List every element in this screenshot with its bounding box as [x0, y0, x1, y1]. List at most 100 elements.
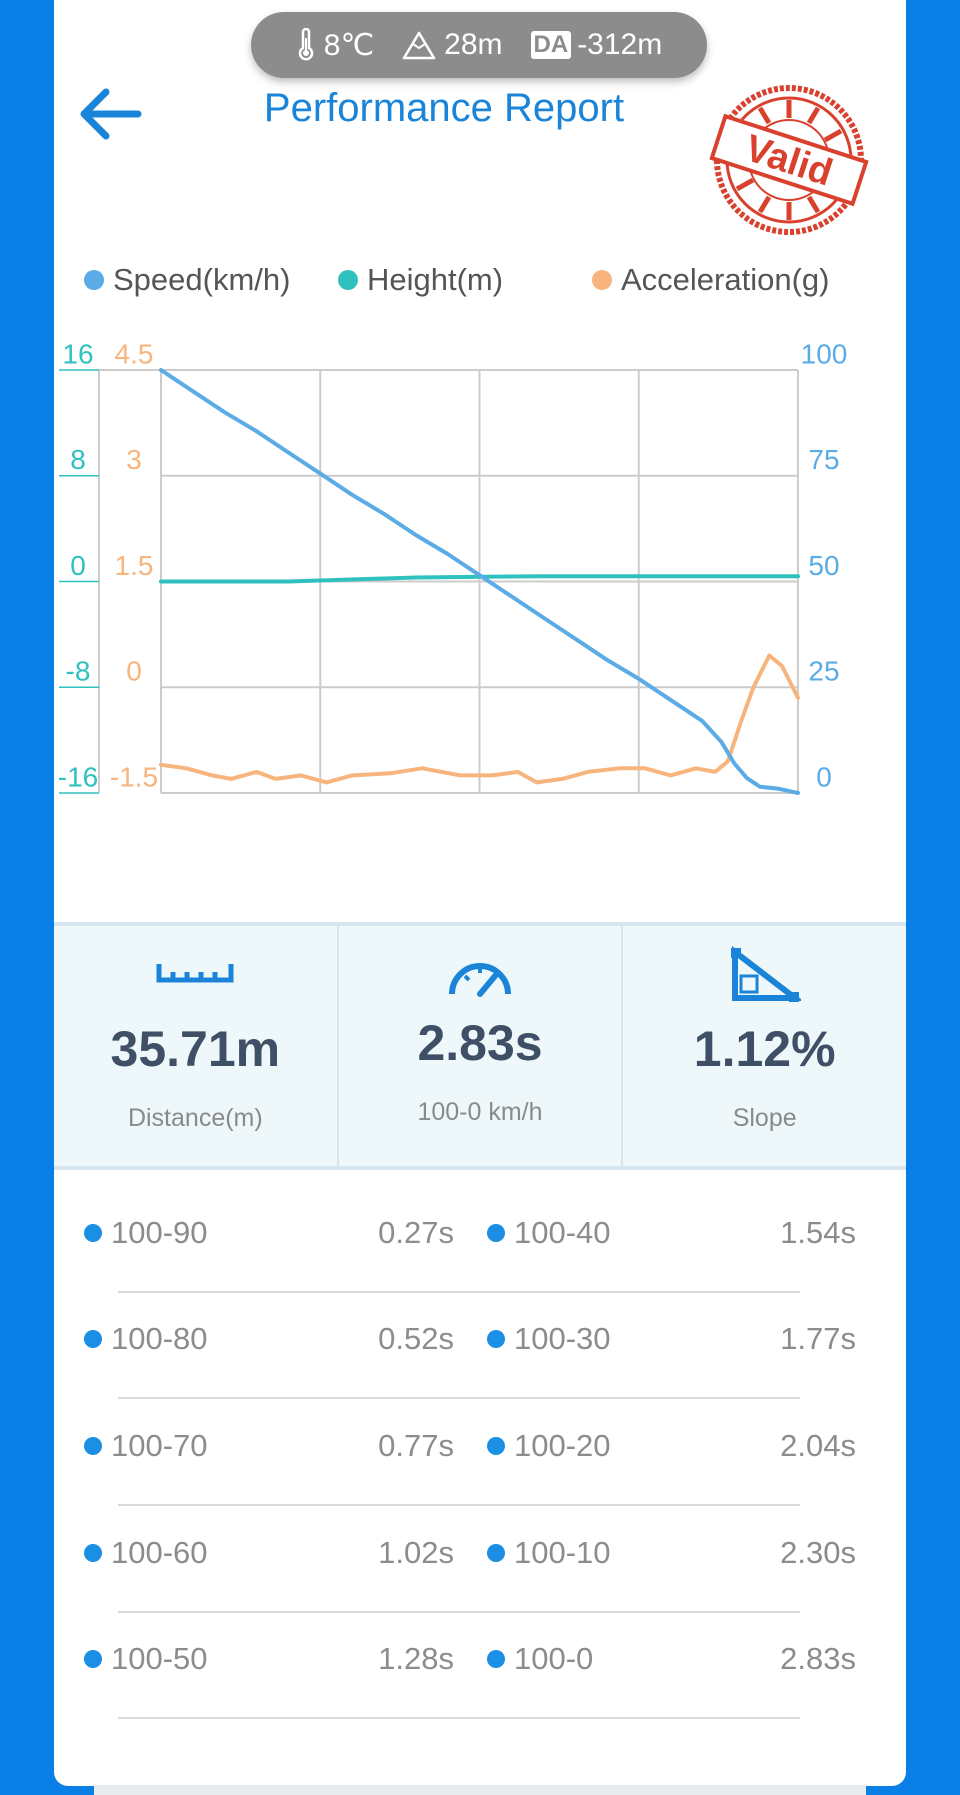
- report-card: 8℃ 28m DA -312m Performance Report: [54, 0, 906, 1786]
- split-left-label: 100-60: [111, 1535, 208, 1570]
- slope-value: 1.12%: [693, 1021, 836, 1077]
- list-item: 100-70 0.77s 100-20 2.04s: [54, 1400, 906, 1506]
- bullet-dot-icon: [84, 1544, 102, 1562]
- height-tick-label: 16: [62, 338, 93, 369]
- bullet-dot-icon: [84, 1650, 102, 1668]
- temperature-value: 8℃: [323, 28, 375, 62]
- bullet-dot-icon: [487, 1650, 505, 1668]
- stats-panel: 35.71m Distance(m) 2.83s 100-0 km/h 1.12…: [54, 922, 906, 1170]
- density-altitude-item: DA -312m: [530, 28, 663, 62]
- split-right-label: 100-10: [514, 1535, 611, 1570]
- split-left: 100-60: [84, 1533, 208, 1573]
- list-item: 100-90 0.27s 100-40 1.54s: [54, 1187, 906, 1293]
- slope-triangle-icon: [730, 946, 801, 1002]
- row-divider: [118, 1291, 800, 1293]
- bottom-strip: [94, 1785, 866, 1795]
- speed-dot-icon: [84, 270, 104, 290]
- split-left: 100-50: [84, 1639, 208, 1679]
- acceleration-tick-label: 1.5: [115, 550, 154, 581]
- distance-label: Distance(m): [127, 1104, 263, 1132]
- speed-tick-label: 25: [808, 656, 839, 687]
- distance-value: 35.71m: [110, 1021, 281, 1077]
- environment-bar: 8℃ 28m DA -312m: [251, 12, 707, 78]
- density-altitude-value: -312m: [577, 28, 663, 61]
- slope-label: Slope: [732, 1104, 797, 1132]
- speedometer-icon: [449, 963, 511, 997]
- height-dot-icon: [338, 270, 358, 290]
- split-right-label: 100-30: [514, 1321, 611, 1356]
- time-stat: 2.83s 100-0 km/h: [336, 926, 622, 1166]
- ruler-icon: [156, 964, 234, 983]
- row-divider: [118, 1397, 800, 1399]
- altitude-item: 28m: [402, 28, 503, 62]
- legend-acceleration-label: Acceleration(g): [621, 262, 830, 297]
- split-left-time: 0.27s: [378, 1215, 454, 1250]
- chart-legend: Speed(km/h) Height(m) Acceleration(g): [84, 262, 884, 302]
- split-left-label: 100-90: [111, 1215, 208, 1250]
- split-right: 100-10: [487, 1533, 611, 1573]
- split-left: 100-80: [84, 1319, 208, 1359]
- speed-tick-label: 75: [808, 444, 839, 475]
- split-right-label: 100-0: [514, 1641, 594, 1676]
- bullet-dot-icon: [487, 1330, 505, 1348]
- speed-line: [159, 368, 800, 795]
- list-item: 100-80 0.52s 100-30 1.77s: [54, 1293, 906, 1399]
- distance-stat: 35.71m Distance(m): [54, 926, 337, 1166]
- split-left-time: 0.52s: [378, 1321, 454, 1356]
- altitude-value: 28m: [444, 28, 503, 61]
- bullet-dot-icon: [487, 1437, 505, 1455]
- row-divider: [118, 1717, 800, 1719]
- split-right-label: 100-40: [514, 1215, 611, 1250]
- speed-tick-label: 100: [801, 338, 848, 369]
- acceleration-tick-label: 4.5: [115, 338, 154, 369]
- split-left-time: 0.77s: [378, 1428, 454, 1463]
- split-right-time: 2.04s: [780, 1428, 856, 1463]
- acceleration-tick-label: 0: [126, 656, 142, 687]
- row-divider: [118, 1504, 800, 1506]
- split-right-time: 2.83s: [780, 1641, 856, 1676]
- acceleration-tick-label: 3: [126, 444, 142, 475]
- split-right-label: 100-20: [514, 1428, 611, 1463]
- split-right-time: 1.77s: [780, 1321, 856, 1356]
- mountain-icon: [402, 31, 436, 60]
- thermometer-icon: [298, 28, 313, 61]
- height-tick-label: 0: [70, 550, 86, 581]
- split-left-label: 100-80: [111, 1321, 208, 1356]
- split-right: 100-0: [487, 1639, 593, 1679]
- split-left-time: 1.02s: [378, 1535, 454, 1570]
- bullet-dot-icon: [487, 1544, 505, 1562]
- time-label: 100-0 km/h: [417, 1098, 543, 1126]
- slope-stat: 1.12% Slope: [621, 926, 906, 1166]
- row-divider: [118, 1611, 800, 1613]
- valid-stamp: Valid: [709, 85, 869, 235]
- acceleration-dot-icon: [592, 270, 612, 290]
- legend-acceleration: Acceleration(g): [592, 262, 829, 298]
- list-item: 100-60 1.02s 100-10 2.30s: [54, 1507, 906, 1613]
- bullet-dot-icon: [487, 1224, 505, 1242]
- bullet-dot-icon: [84, 1330, 102, 1348]
- performance-chart: 16 8 0 -8 -16 4.5 3 1.5 0 -1.5 100 75 50 25 0: [58, 338, 848, 795]
- split-right-time: 2.30s: [780, 1535, 856, 1570]
- time-value: 2.83s: [417, 1015, 543, 1071]
- back-arrow-icon[interactable]: [72, 84, 144, 144]
- split-left-label: 100-70: [111, 1428, 208, 1463]
- split-right-time: 1.54s: [780, 1215, 856, 1250]
- legend-height-label: Height(m): [367, 262, 504, 297]
- height-tick-label: -8: [66, 656, 91, 687]
- acceleration-line: [159, 653, 800, 785]
- split-left-time: 1.28s: [378, 1641, 454, 1676]
- legend-speed: Speed(km/h): [84, 262, 290, 298]
- bullet-dot-icon: [84, 1224, 102, 1242]
- height-tick-label: 8: [70, 444, 86, 475]
- acceleration-tick-label: -1.5: [110, 761, 158, 792]
- legend-speed-label: Speed(km/h): [113, 262, 291, 297]
- list-item: 100-50 1.28s 100-0 2.83s: [54, 1613, 906, 1719]
- da-badge: DA: [530, 31, 572, 59]
- split-right: 100-20: [487, 1426, 611, 1466]
- split-right: 100-40: [487, 1213, 611, 1253]
- legend-height: Height(m): [338, 262, 503, 298]
- height-tick-label: -16: [58, 761, 98, 792]
- speed-tick-label: 50: [808, 550, 839, 581]
- bullet-dot-icon: [84, 1437, 102, 1455]
- page-title: Performance Report: [263, 86, 625, 130]
